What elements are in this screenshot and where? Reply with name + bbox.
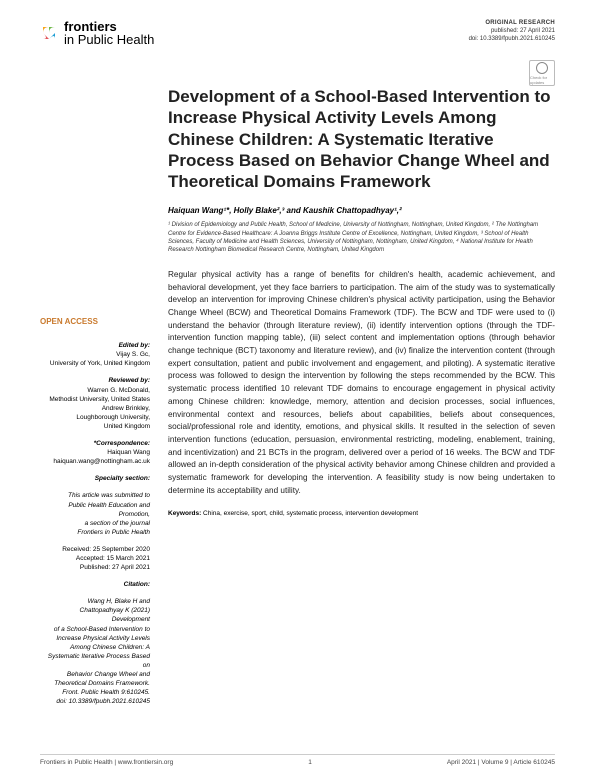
received-date: Received: 25 September 2020 <box>40 545 150 554</box>
published-date: published: 27 April 2021 <box>469 28 555 36</box>
keywords-block: Keywords: China, exercise, sport, child,… <box>168 509 555 518</box>
footer-right: April 2021 | Volume 9 | Article 610245 <box>447 759 555 766</box>
abstract-text: Regular physical activity has a range of… <box>168 269 555 498</box>
dates-block: Received: 25 September 2020 Accepted: 15… <box>40 545 150 572</box>
keywords-text: China, exercise, sport, child, systemati… <box>203 510 418 517</box>
accepted-date: Accepted: 15 March 2021 <box>40 554 150 563</box>
citation-head: Citation: <box>40 580 150 589</box>
specialty-text: This article was submitted to Public Hea… <box>40 491 150 536</box>
main-content: OPEN ACCESS Edited by: Vijay S. Gc, Univ… <box>0 56 595 706</box>
journal-name: frontiers in Public Health <box>64 20 154 46</box>
journal-brand-2: in Public Health <box>64 33 154 46</box>
published-date-side: Published: 27 April 2021 <box>40 563 150 572</box>
page-footer: Frontiers in Public Health | www.frontie… <box>40 754 555 766</box>
correspondence-head: *Correspondence: <box>40 439 150 448</box>
keywords-label: Keywords: <box>168 510 201 517</box>
footer-left: Frontiers in Public Health | www.frontie… <box>40 759 173 766</box>
doi: doi: 10.3389/fpubh.2021.610245 <box>469 36 555 44</box>
article-type: ORIGINAL RESEARCH <box>469 20 555 28</box>
edited-by-head: Edited by: <box>40 341 150 350</box>
article-title: Development of a School-Based Interventi… <box>168 86 555 192</box>
correspondence: Haiquan Wang haiquan.wang@nottingham.ac.… <box>40 448 150 466</box>
edited-by-names: Vijay S. Gc, University of York, United … <box>40 350 150 368</box>
crossmark-icon <box>536 62 548 74</box>
frontiers-logo-icon <box>40 24 58 42</box>
sidebar: OPEN ACCESS Edited by: Vijay S. Gc, Univ… <box>40 86 150 706</box>
author-list: Haiquan Wang¹*, Holly Blake²,³ and Kaush… <box>168 206 555 215</box>
article-meta: ORIGINAL RESEARCH published: 27 April 20… <box>469 20 555 43</box>
article-body: Development of a School-Based Interventi… <box>168 86 555 706</box>
specialty-head: Specialty section: <box>40 474 150 483</box>
open-access-label: OPEN ACCESS <box>40 316 150 327</box>
journal-logo: frontiers in Public Health <box>40 20 154 46</box>
citation-text: Wang H, Blake H and Chattopadhyay K (202… <box>40 597 150 706</box>
page-header: frontiers in Public Health ORIGINAL RESE… <box>0 0 595 56</box>
footer-page-number: 1 <box>308 759 312 766</box>
reviewed-by-head: Reviewed by: <box>40 376 150 385</box>
check-updates-badge[interactable]: Check for updates <box>529 60 555 86</box>
check-updates-label: Check for updates <box>530 75 554 85</box>
reviewed-by-names: Warren G. McDonald, Methodist University… <box>40 386 150 431</box>
affiliations: ¹ Division of Epidemiology and Public He… <box>168 221 555 255</box>
